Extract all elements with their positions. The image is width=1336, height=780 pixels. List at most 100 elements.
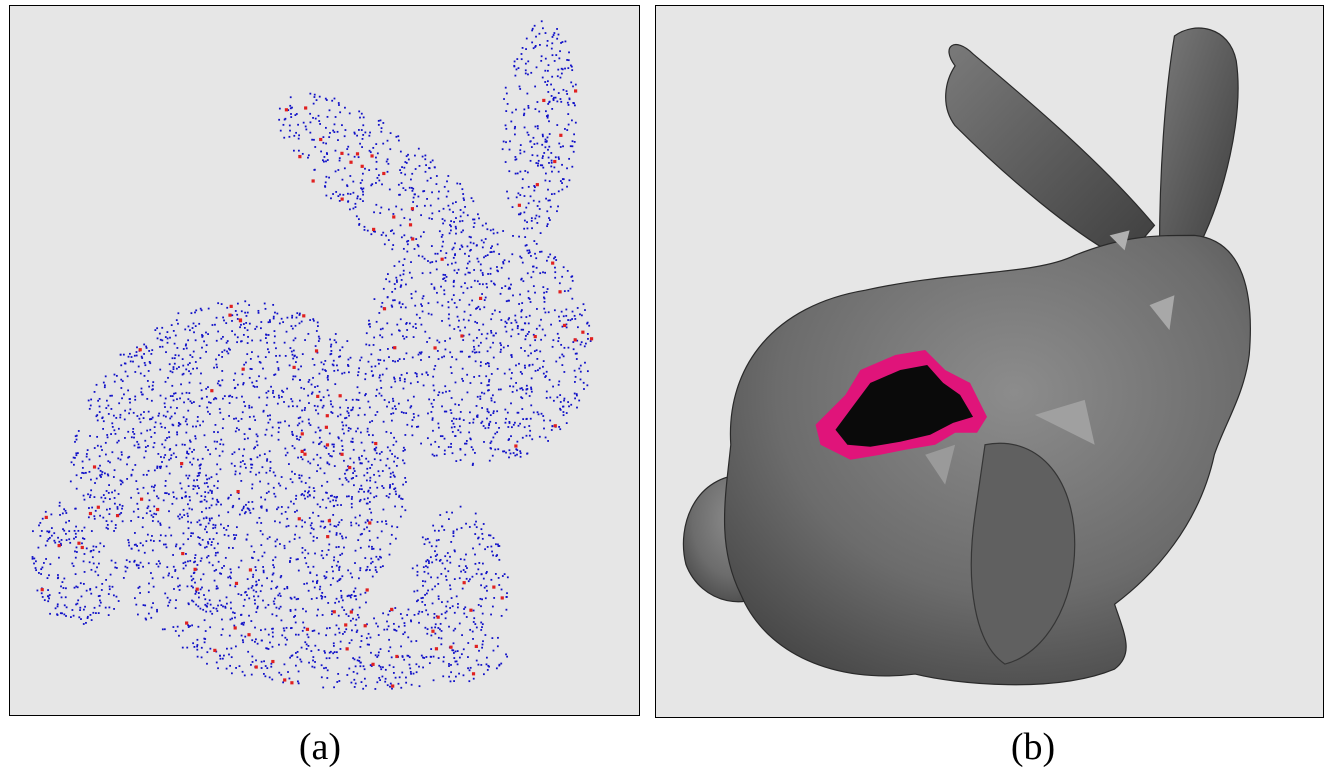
point: [242, 605, 245, 607]
point: [224, 605, 227, 608]
point: [274, 474, 277, 477]
point: [310, 527, 313, 530]
point: [525, 384, 528, 387]
point: [434, 555, 437, 557]
point: [178, 589, 181, 591]
point: [574, 318, 577, 320]
point: [286, 387, 289, 390]
point: [387, 208, 390, 211]
point: [272, 471, 275, 474]
point: [462, 193, 465, 195]
point: [106, 434, 109, 436]
point: [255, 611, 258, 613]
point: [465, 522, 467, 525]
point: [217, 302, 220, 305]
point: [168, 526, 171, 529]
point: [33, 557, 36, 560]
outlier-point: [327, 519, 331, 523]
point: [375, 168, 378, 171]
point: [291, 481, 294, 484]
point: [307, 460, 310, 463]
point: [459, 209, 462, 211]
outlier-point: [156, 507, 160, 512]
point: [212, 607, 215, 609]
point: [332, 450, 335, 453]
point: [433, 288, 436, 290]
point: [428, 541, 431, 544]
point: [341, 483, 344, 486]
point: [544, 271, 546, 274]
point: [135, 480, 138, 483]
point: [347, 427, 350, 429]
point: [298, 438, 301, 441]
point: [279, 129, 282, 132]
point: [433, 612, 436, 615]
point: [308, 379, 311, 381]
point: [572, 150, 575, 153]
point: [353, 131, 356, 134]
point: [137, 443, 140, 446]
point: [369, 467, 372, 469]
point: [396, 323, 399, 326]
point: [320, 554, 323, 557]
point: [290, 398, 293, 400]
point: [487, 273, 489, 275]
point: [206, 556, 208, 559]
point: [481, 643, 484, 646]
point: [215, 503, 218, 506]
point: [551, 108, 554, 110]
point: [392, 412, 395, 415]
point: [542, 155, 544, 158]
point: [476, 307, 478, 309]
point: [325, 506, 328, 509]
point: [415, 238, 418, 240]
point: [280, 317, 283, 320]
point: [388, 638, 390, 641]
point: [439, 628, 441, 631]
point: [519, 387, 522, 390]
point: [290, 325, 293, 328]
point: [148, 360, 151, 363]
point: [296, 424, 299, 427]
point: [223, 565, 225, 567]
point: [174, 354, 177, 357]
point: [356, 427, 359, 430]
point: [205, 610, 208, 613]
point: [248, 404, 251, 407]
point: [455, 217, 457, 219]
point: [248, 614, 250, 617]
point: [445, 195, 448, 198]
point: [442, 207, 445, 210]
point: [312, 528, 315, 531]
point: [507, 426, 510, 428]
point: [445, 252, 448, 255]
point: [358, 488, 361, 490]
point: [539, 232, 542, 235]
point: [405, 352, 408, 355]
outlier-point: [181, 551, 185, 556]
point: [221, 450, 224, 453]
point: [115, 595, 118, 598]
point: [546, 288, 549, 290]
point: [99, 464, 101, 467]
point: [255, 380, 258, 382]
point: [290, 627, 292, 630]
point: [137, 365, 140, 368]
point: [262, 673, 265, 675]
point: [452, 246, 455, 249]
point: [238, 472, 241, 475]
point: [518, 362, 520, 365]
point: [280, 395, 283, 398]
point: [458, 425, 461, 428]
point: [379, 359, 382, 361]
outlier-point: [304, 106, 308, 110]
point: [153, 442, 156, 444]
point: [462, 318, 465, 321]
point: [427, 560, 430, 563]
point: [164, 380, 167, 383]
point: [566, 167, 568, 170]
point: [555, 259, 558, 261]
point: [380, 130, 383, 133]
point: [337, 627, 340, 630]
point: [108, 585, 111, 588]
